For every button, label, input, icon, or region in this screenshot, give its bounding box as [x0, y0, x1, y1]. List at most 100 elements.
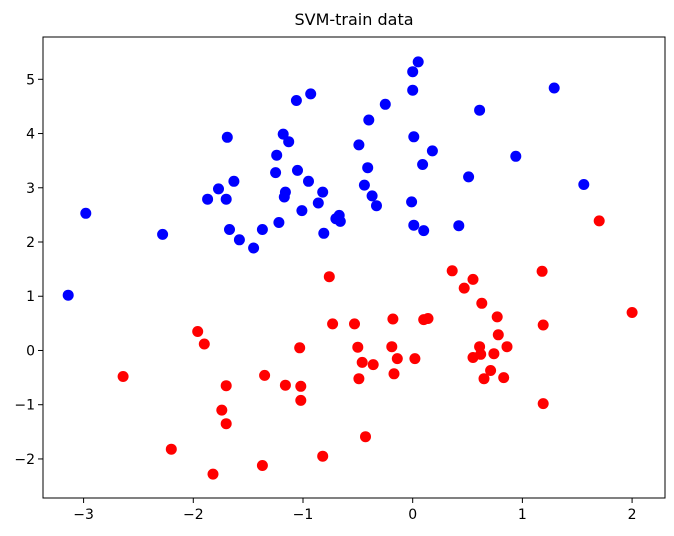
- data-point-series-1: [474, 104, 486, 116]
- data-point-series-2: [323, 271, 335, 283]
- data-point-series-2: [537, 398, 549, 410]
- data-point-series-1: [418, 225, 430, 237]
- data-point-series-2: [422, 313, 434, 324]
- data-point-series-1: [80, 207, 92, 219]
- data-point-series-1: [426, 145, 438, 157]
- data-point-series-2: [259, 369, 271, 381]
- data-point-series-1: [256, 224, 268, 235]
- data-point-series-2: [388, 368, 400, 380]
- data-point-series-2: [386, 341, 398, 353]
- data-point-series-2: [387, 313, 399, 325]
- data-point-series-2: [626, 307, 638, 318]
- y-tick-label: −1: [14, 398, 35, 414]
- data-point-series-2: [360, 431, 371, 443]
- data-point-series-2: [207, 468, 219, 480]
- data-point-series-2: [117, 371, 129, 382]
- data-point-series-2: [367, 359, 379, 371]
- data-point-series-1: [224, 224, 235, 235]
- data-point-series-2: [488, 348, 500, 360]
- data-point-series-2: [295, 394, 307, 406]
- y-tick-label: 0: [26, 343, 35, 359]
- data-point-series-1: [62, 289, 74, 301]
- data-point-series-1: [353, 139, 365, 151]
- data-point-series-2: [467, 273, 479, 285]
- data-point-series-1: [453, 220, 465, 232]
- y-tick-label: 5: [26, 72, 35, 88]
- data-point-series-2: [294, 342, 306, 354]
- y-tick-label: 4: [26, 127, 35, 143]
- data-point-series-1: [233, 234, 245, 246]
- x-axis: −3 −2 −1 0 1 2: [73, 498, 637, 523]
- data-point-series-1: [157, 228, 169, 240]
- data-point-series-1: [318, 227, 330, 239]
- data-point-series-1: [358, 179, 370, 191]
- data-point-series-2: [446, 265, 458, 277]
- data-point-series-2: [391, 353, 403, 365]
- plot-points: [62, 56, 638, 480]
- data-point-series-2: [476, 297, 488, 309]
- x-tick-label: 1: [518, 507, 527, 523]
- chart-title: SVM-train data: [294, 10, 413, 29]
- data-point-series-1: [334, 215, 346, 227]
- data-point-series-2: [198, 338, 210, 350]
- data-point-series-2: [353, 373, 365, 385]
- data-point-series-2: [478, 373, 490, 385]
- data-point-series-1: [296, 205, 308, 217]
- data-point-series-1: [317, 186, 329, 198]
- data-point-series-1: [363, 114, 375, 126]
- y-axis: −2 −1 0 1 2 3 4 5: [14, 72, 43, 468]
- data-point-series-1: [408, 219, 420, 231]
- data-point-series-1: [213, 183, 224, 195]
- data-point-series-2: [192, 326, 204, 337]
- data-point-series-2: [475, 348, 487, 360]
- data-point-series-1: [578, 179, 590, 190]
- data-point-series-1: [290, 95, 302, 106]
- data-point-series-2: [216, 404, 228, 416]
- data-point-series-1: [407, 66, 419, 78]
- data-point-series-2: [349, 318, 360, 330]
- data-point-series-1: [248, 242, 260, 254]
- data-point-series-2: [536, 265, 548, 277]
- data-point-series-1: [270, 167, 282, 179]
- data-point-series-1: [220, 193, 232, 205]
- x-tick-label: −1: [293, 507, 314, 523]
- data-point-series-2: [295, 380, 307, 392]
- y-tick-label: 3: [26, 181, 35, 197]
- data-point-series-1: [228, 175, 240, 187]
- y-tick-label: 1: [26, 289, 35, 305]
- data-point-series-2: [491, 311, 503, 323]
- data-point-series-1: [417, 159, 429, 170]
- data-point-series-2: [317, 450, 329, 462]
- data-point-series-1: [273, 217, 285, 228]
- data-point-series-1: [407, 84, 419, 96]
- data-point-series-2: [279, 379, 291, 391]
- data-point-series-1: [463, 171, 475, 183]
- x-tick-label: 2: [628, 507, 637, 523]
- data-point-series-2: [593, 215, 605, 227]
- data-point-series-2: [327, 318, 339, 330]
- data-point-series-1: [221, 131, 233, 143]
- data-point-series-1: [305, 88, 317, 100]
- data-point-series-1: [283, 136, 295, 148]
- data-point-series-1: [303, 175, 314, 187]
- data-point-series-2: [356, 356, 368, 368]
- data-point-series-1: [292, 164, 303, 176]
- x-tick-label: −2: [183, 507, 204, 523]
- data-point-series-2: [220, 380, 232, 392]
- data-point-series-2: [485, 365, 497, 376]
- data-point-series-1: [379, 98, 391, 110]
- data-point-series-1: [362, 162, 374, 174]
- data-point-series-2: [409, 353, 421, 365]
- axes-frame: [42, 36, 666, 499]
- data-point-series-2: [256, 460, 268, 471]
- data-point-series-1: [312, 197, 324, 209]
- data-point-series-1: [510, 150, 522, 162]
- data-point-series-1: [408, 131, 420, 143]
- data-point-series-1: [366, 190, 378, 202]
- y-tick-label: 2: [26, 235, 35, 251]
- data-point-series-1: [412, 56, 424, 68]
- y-tick-label: −2: [14, 452, 35, 468]
- data-point-series-1: [277, 128, 289, 140]
- data-point-series-2: [220, 418, 232, 430]
